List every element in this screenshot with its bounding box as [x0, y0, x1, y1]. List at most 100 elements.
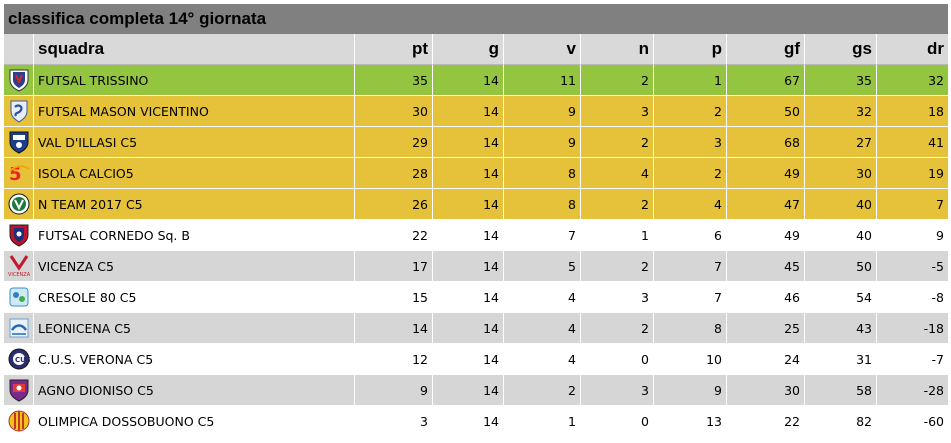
stat-pt: 35: [354, 65, 432, 96]
cresole-logo: [9, 287, 28, 307]
stat-p: 6: [653, 220, 726, 251]
stat-dr: 9: [876, 220, 948, 251]
header-gs[interactable]: gs: [804, 34, 876, 65]
stat-pt: 15: [354, 282, 432, 313]
stat-g: 14: [432, 96, 503, 127]
stat-p: 2: [653, 96, 726, 127]
futsal-cornedo-logo: [9, 224, 28, 247]
vicenza-c5-logo: VICENZA: [8, 255, 30, 278]
header-g[interactable]: g: [432, 34, 503, 65]
table-row[interactable]: AGNO DIONISO C5 9 14 2 3 9 30 58 -28: [4, 375, 948, 406]
stat-pt: 30: [354, 96, 432, 127]
team-logo-icon: [4, 127, 33, 158]
svg-text:VICENZA: VICENZA: [8, 272, 30, 278]
stat-dr: -28: [876, 375, 948, 406]
team-name[interactable]: N TEAM 2017 C5: [33, 189, 354, 220]
stat-dr: -18: [876, 313, 948, 344]
stat-p: 10: [653, 344, 726, 375]
team-name[interactable]: FUTSAL MASON VICENTINO: [33, 96, 354, 127]
stat-n: 0: [580, 406, 653, 437]
stat-pt: 3: [354, 406, 432, 437]
stat-n: 3: [580, 96, 653, 127]
header-team[interactable]: squadra: [33, 34, 354, 65]
stat-gf: 47: [726, 189, 804, 220]
stat-gf: 30: [726, 375, 804, 406]
header-gf[interactable]: gf: [726, 34, 804, 65]
table-row[interactable]: LEONICENA C5 14 14 4 2 8 25 43 -18: [4, 313, 948, 344]
header-n[interactable]: n: [580, 34, 653, 65]
isola-calcio5-logo: 5: [9, 164, 30, 185]
stat-gf: 46: [726, 282, 804, 313]
header-p[interactable]: p: [653, 34, 726, 65]
stat-n: 2: [580, 251, 653, 282]
table-row[interactable]: N TEAM 2017 C5 26 14 8 2 4 47 40 7: [4, 189, 948, 220]
stat-n: 1: [580, 220, 653, 251]
stat-g: 14: [432, 375, 503, 406]
table-row[interactable]: VICENZA VICENZA C5 17 14 5 2 7 45 50 -5: [4, 251, 948, 282]
team-name[interactable]: ISOLA CALCIO5: [33, 158, 354, 189]
header-dr[interactable]: dr: [876, 34, 948, 65]
stat-v: 4: [503, 282, 580, 313]
stat-gf: 67: [726, 65, 804, 96]
stat-v: 11: [503, 65, 580, 96]
team-name[interactable]: LEONICENA C5: [33, 313, 354, 344]
stat-dr: -7: [876, 344, 948, 375]
team-name[interactable]: OLIMPICA DOSSOBUONO C5: [33, 406, 354, 437]
stat-p: 1: [653, 65, 726, 96]
stat-n: 2: [580, 189, 653, 220]
table-header-row: squadra pt g v n p gf gs dr: [4, 34, 948, 65]
stat-pt: 9: [354, 375, 432, 406]
team-logo-icon: [4, 65, 33, 96]
stat-g: 14: [432, 282, 503, 313]
table-row[interactable]: CUS C.U.S. VERONA C5 12 14 4 0 10 24 31 -7: [4, 344, 948, 375]
table-row[interactable]: VAL D'ILLASI C5 29 14 9 2 3 68 27 41: [4, 127, 948, 158]
stat-dr: 18: [876, 96, 948, 127]
stat-n: 3: [580, 282, 653, 313]
stat-dr: 19: [876, 158, 948, 189]
table-row[interactable]: CRESOLE 80 C5 15 14 4 3 7 46 54 -8: [4, 282, 948, 313]
stat-pt: 17: [354, 251, 432, 282]
team-name[interactable]: FUTSAL CORNEDO Sq. B: [33, 220, 354, 251]
stat-gs: 43: [804, 313, 876, 344]
stat-p: 9: [653, 375, 726, 406]
team-name[interactable]: C.U.S. VERONA C5: [33, 344, 354, 375]
table-row[interactable]: OLIMPICA DOSSOBUONO C5 3 14 1 0 13 22 82 -60: [4, 406, 948, 437]
stat-dr: -5: [876, 251, 948, 282]
stat-dr: -8: [876, 282, 948, 313]
team-logo-icon: CUS: [4, 344, 33, 375]
stat-p: 3: [653, 127, 726, 158]
stat-gs: 27: [804, 127, 876, 158]
header-v[interactable]: v: [503, 34, 580, 65]
header-pt[interactable]: pt: [354, 34, 432, 65]
stat-g: 14: [432, 158, 503, 189]
team-logo-icon: [4, 282, 33, 313]
stat-n: 4: [580, 158, 653, 189]
stat-n: 0: [580, 344, 653, 375]
stat-n: 2: [580, 313, 653, 344]
table-row[interactable]: FUTSAL CORNEDO Sq. B 22 14 7 1 6 49 40 9: [4, 220, 948, 251]
futsal-mason-vicentino-logo: [10, 100, 27, 123]
team-logo-icon: [4, 313, 33, 344]
stat-v: 9: [503, 96, 580, 127]
stat-g: 14: [432, 189, 503, 220]
stat-gs: 54: [804, 282, 876, 313]
stat-pt: 22: [354, 220, 432, 251]
team-name[interactable]: FUTSAL TRISSINO: [33, 65, 354, 96]
stat-g: 14: [432, 251, 503, 282]
stat-pt: 28: [354, 158, 432, 189]
standings-body: FUTSAL TRISSINO 35 14 11 2 1 67 35 32 FUTSAL MASO…: [4, 65, 948, 437]
stat-gs: 40: [804, 189, 876, 220]
team-name[interactable]: VAL D'ILLASI C5: [33, 127, 354, 158]
cus-verona-logo: CUS: [8, 348, 30, 370]
stat-p: 7: [653, 251, 726, 282]
stat-gf: 49: [726, 220, 804, 251]
stat-p: 4: [653, 189, 726, 220]
team-name[interactable]: CRESOLE 80 C5: [33, 282, 354, 313]
table-row[interactable]: 5 ISOLA CALCIO5 28 14 8 4 2 49 30 19: [4, 158, 948, 189]
team-name[interactable]: AGNO DIONISO C5: [33, 375, 354, 406]
table-row[interactable]: FUTSAL TRISSINO 35 14 11 2 1 67 35 32: [4, 65, 948, 96]
table-row[interactable]: FUTSAL MASON VICENTINO 30 14 9 3 2 50 32 18: [4, 96, 948, 127]
team-name[interactable]: VICENZA C5: [33, 251, 354, 282]
team-logo-icon: [4, 220, 33, 251]
stat-gf: 49: [726, 158, 804, 189]
